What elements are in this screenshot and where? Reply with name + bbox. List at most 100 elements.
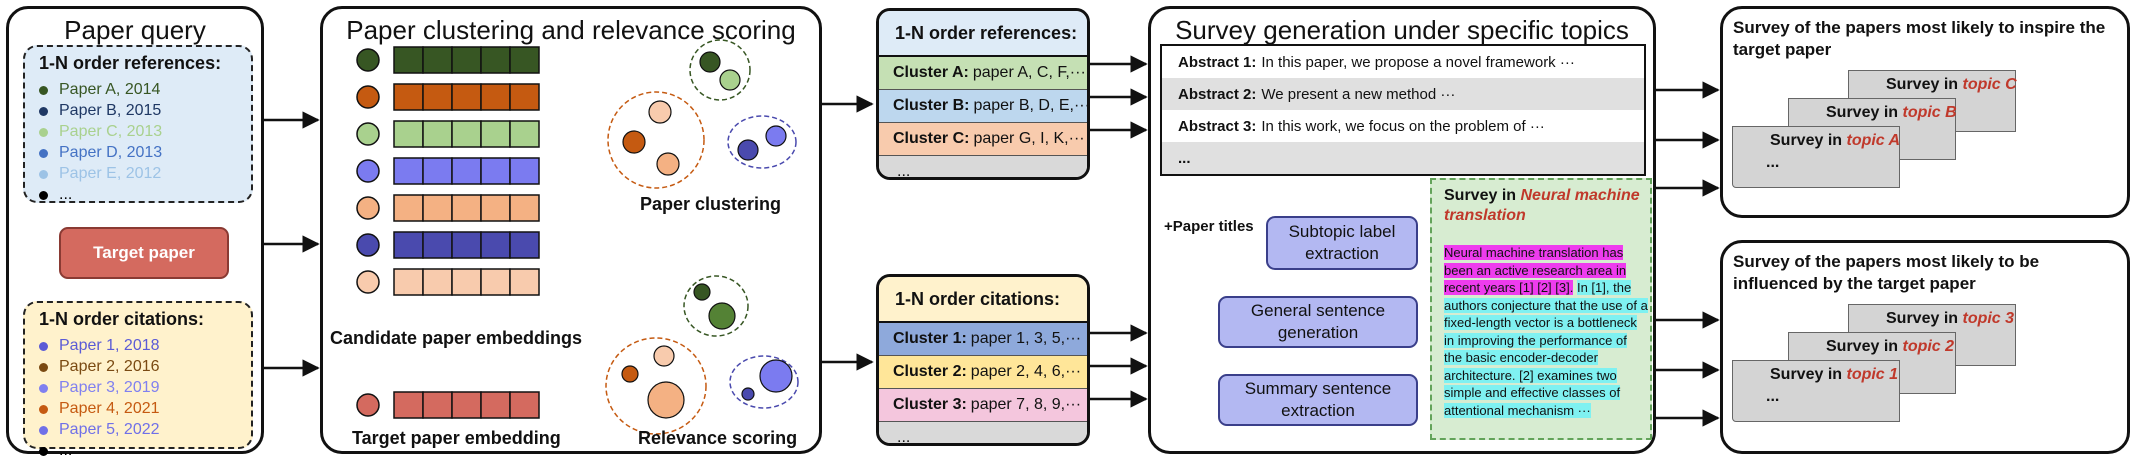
bullet-icon [39,342,48,351]
survey-document-label: Survey in topic 3 [1886,310,2014,328]
target-embedding-cell [451,391,482,419]
embedding-cell [509,46,540,74]
cluster-row: Cluster 2: paper 2, 4, 6,··· [879,356,1087,389]
cluster-name: Cluster 2: [893,363,967,380]
citations-list: 1-N order citations: Paper 1, 2018 Paper … [23,301,253,459]
list-item: Paper C, 2013 [39,123,162,141]
survey-topic: topic 3 [1962,310,2015,327]
embedding-cell [509,120,540,148]
influenced-survey-title: Survey of the papers most likely to be i… [1733,252,2040,293]
embedding-dot [356,196,380,220]
embedding-cell [393,83,424,111]
embedding-dot [356,85,380,109]
paper-query-title: Paper query [64,15,206,45]
embedding-cell [480,46,511,74]
cluster-papers: paper G, I, K,··· [973,130,1085,147]
cluster-point [719,69,741,91]
cluster-b-ellipse [727,115,797,169]
embedding-cell [393,194,424,222]
abstract-text: In this paper, we propose a novel framew… [1261,53,1575,71]
cluster-name: Cluster C: [893,130,970,147]
citation-clusters-box: 1-N order citations: Cluster 1: paper 1, … [876,274,1090,446]
generated-survey-box: Survey in Neural machine translation Neu… [1430,178,1652,440]
target-dot [356,393,380,417]
embedding-cell [451,268,482,296]
cluster-point [648,100,672,124]
list-item: ... [39,186,72,204]
survey-topic: topic A [1846,132,1901,149]
embedding-cell [393,120,424,148]
cluster-papers: paper A, C, F,··· [972,64,1086,81]
cluster-papers: paper B, D, E,··· [973,97,1090,114]
survey-topic: Neural machine translation [1444,187,1640,224]
bullet-icon [39,170,48,179]
embedding-cell [422,268,453,296]
survey-document-icon [1732,360,1900,422]
embedding-dot [356,122,380,146]
embedding-cell [451,83,482,111]
survey-prefix: Survey in [1770,366,1847,383]
survey-document-label: Survey in topic 1 [1770,366,1898,384]
survey-document-icon [1732,126,1900,188]
embedding-cell [480,120,511,148]
cluster-point [622,130,646,154]
cluster-row: Cluster B: paper B, D, E,··· [879,90,1087,123]
embedding-cell [393,157,424,185]
bullet-icon [39,107,48,116]
cluster-row: Cluster 3: paper 7, 8, 9,··· [879,389,1087,422]
abstracts-box: Abstract 1: In this paper, we propose a n… [1160,44,1646,176]
survey-topic: topic 1 [1846,366,1899,383]
relevance-b-ellipse [729,355,799,409]
subtopic-label-extraction-node: Subtopic label extraction [1266,216,1418,270]
embedding-cell [509,83,540,111]
survey-prefix: Survey in [1886,310,1963,327]
survey-prefix: Survey in [1826,338,1903,355]
list-item: Paper 2, 2016 [39,358,160,376]
abstract-row: Abstract 3: In this work, we focus on the… [1162,110,1644,142]
embedding-cell [451,194,482,222]
candidate-embeddings-label: Candidate paper embeddings [330,328,583,348]
survey-document-label: Survey in topic C [1886,76,2017,94]
embedding-cell [422,46,453,74]
embedding-cell [422,120,453,148]
embedding-cell [422,157,453,185]
abstract-name: Abstract 2: [1178,85,1257,103]
cluster-name: Cluster B: [893,97,970,114]
paper-clustering-label: Paper clustering [640,194,782,214]
bullet-icon [39,363,48,372]
relevance-point [647,381,685,419]
relevance-point [621,365,639,383]
abstract-name: Abstract 1: [1178,53,1257,71]
target-paper-node: Target paper [59,227,229,279]
relevance-scoring-label: Relevance scoring [638,428,798,448]
list-item: Paper D, 2013 [39,144,162,162]
cluster-papers: paper 1, 3, 5,··· [970,330,1082,347]
bullet-icon [39,86,48,95]
relevance-point [653,345,675,367]
abstract-row: Abstract 1: In this paper, we propose a n… [1162,46,1644,78]
summary-sentence-extraction-node: Summary sentence extraction [1218,374,1418,426]
embedding-cell [480,157,511,185]
embedding-cell [451,46,482,74]
embedding-cell [509,268,540,296]
relevance-point [759,359,793,393]
embedding-cell [393,268,424,296]
embedding-cell [451,120,482,148]
embedding-cell [393,231,424,259]
abstract-name: ... [1178,149,1191,167]
embedding-dot [356,159,380,183]
list-item: Paper E, 2012 [39,165,161,183]
paper-query-panel: Paper query 1-N order references: Paper … [6,6,264,459]
survey-document-label: Survey in topic B [1826,104,1957,122]
bullet-icon [39,128,48,137]
cluster-name: Cluster 1: [893,330,967,347]
list-item: Paper B, 2015 [39,102,161,120]
cluster-point [699,51,721,73]
target-embedding-label: Target paper embedding [352,428,561,448]
reference-clusters-box: 1-N order references: Cluster A: paper A,… [876,8,1090,180]
cluster-papers: paper 2, 4, 6,··· [970,363,1082,380]
cluster-papers: ... [897,429,911,446]
survey-document-label: Survey in topic 2 [1826,338,1954,356]
relevance-point [741,387,755,401]
references-heading: 1-N order references: [39,53,222,73]
